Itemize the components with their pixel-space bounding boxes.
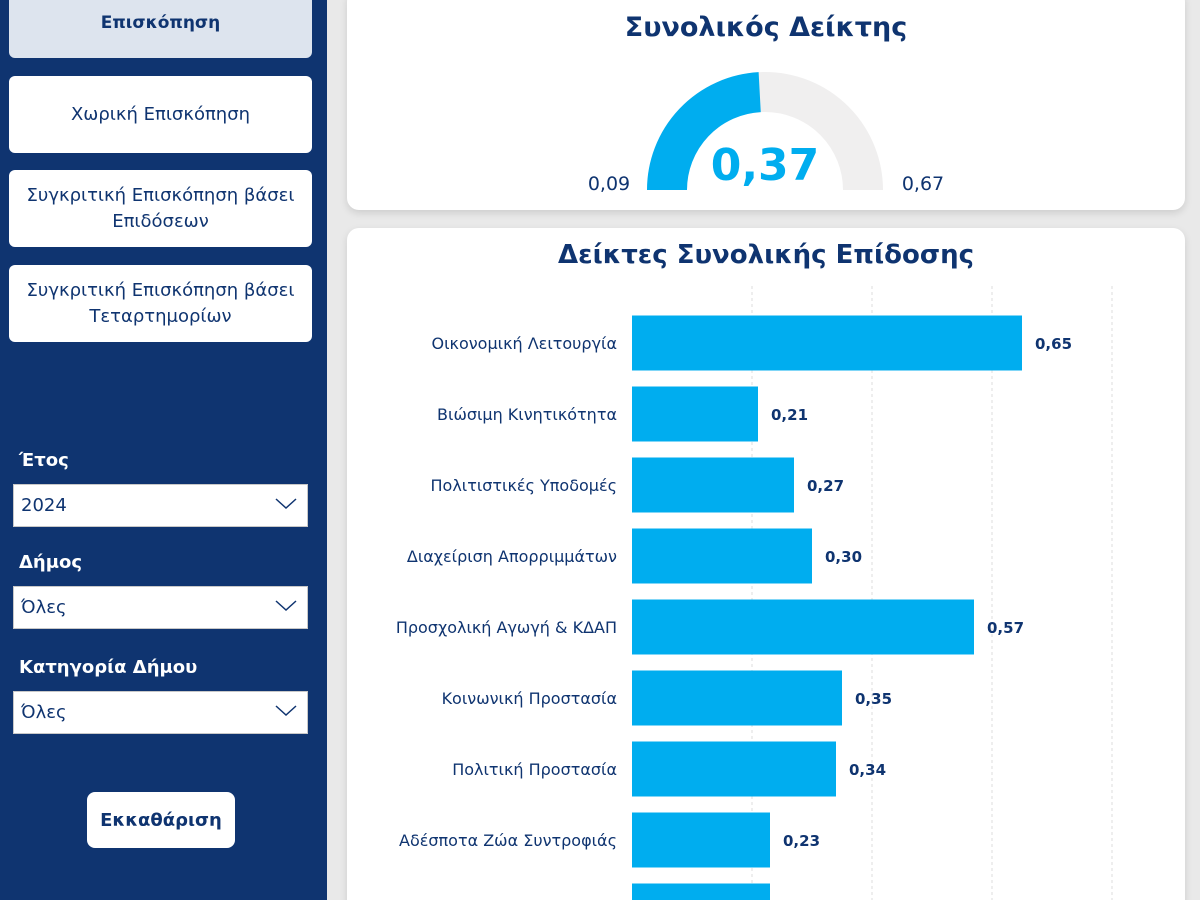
bar-value-label: 0,23 [783, 832, 820, 850]
nav-spatial-overview-button[interactable]: Χωρική Επισκόπηση [9, 76, 312, 153]
bar-value-label: 0,21 [771, 406, 808, 424]
bar[interactable] [632, 741, 836, 797]
bar-category-label: Οικονομική Λειτουργία [432, 334, 617, 353]
municipality-select[interactable]: Όλες [13, 586, 308, 629]
chevron-down-icon [275, 600, 297, 612]
bar-category-label: Διαχείριση Απορριμμάτων [407, 547, 617, 566]
year-filter-label: Έτος [19, 450, 69, 471]
bar-chart-title: Δείκτες Συνολικής Επίδοσης [558, 240, 974, 270]
gauge-title: Συνολικός Δείκτης [624, 12, 908, 43]
bar-value-label: 0,57 [987, 619, 1024, 637]
nav-spatial-overview-label: Χωρική Επισκόπηση [70, 103, 251, 125]
bar-value-label: 0,35 [855, 690, 892, 708]
chevron-down-icon [275, 498, 297, 510]
sidebar: Επισκόπηση Χωρική Επισκόπηση Συγκριτική … [0, 0, 327, 900]
year-select[interactable]: 2024 [13, 484, 308, 527]
nav-comparative-performance-button[interactable]: Συγκριτική Επισκόπηση βάσει Επιδόσεων [9, 170, 312, 247]
nav-overview-button[interactable]: Επισκόπηση [9, 0, 312, 58]
nav-comparative-performance-label: Συγκριτική Επισκόπηση βάσει Επιδόσεων [26, 184, 295, 232]
bar-category-label: Βιώσιμη Κινητικότητα [437, 405, 617, 424]
bar-value-label: 0,27 [807, 477, 844, 495]
category-select[interactable]: Όλες [13, 691, 308, 734]
gauge-fill [647, 72, 762, 191]
nav-comparative-quartiles-label: Συγκριτική Επισκόπηση βάσει Τεταρτημορίω… [26, 279, 295, 327]
clear-filters-label: Εκκαθάριση [100, 809, 222, 831]
bar-value-label: 0,65 [1035, 335, 1072, 353]
overall-index-gauge: 0,37 0,09 0,67 [588, 72, 944, 195]
bar[interactable] [632, 883, 770, 900]
bar-value-label: 0,34 [849, 761, 886, 779]
municipality-select-value: Όλες [21, 597, 67, 618]
nav-overview-label: Επισκόπηση [100, 13, 221, 33]
bar-category-label: Πολιτιστικές Υποδομές [431, 476, 617, 495]
bar[interactable] [632, 599, 974, 655]
bar[interactable] [632, 386, 758, 442]
chevron-down-icon [275, 705, 297, 717]
bar-category-label: Κοινωνική Προστασία [442, 689, 617, 708]
gauge-max-label: 0,67 [902, 173, 944, 195]
bar-category-label: Αδέσποτα Ζώα Συντροφιάς [399, 831, 617, 850]
performance-bar-chart: Οικονομική Λειτουργία 0,65 Βιώσιμη Κινητικ… [396, 286, 1113, 900]
bar-category-label: Προσχολική Αγωγή & ΚΔΑΠ [396, 618, 617, 637]
bar[interactable] [632, 457, 794, 513]
gauge-min-label: 0,09 [588, 173, 630, 195]
bar[interactable] [632, 315, 1022, 371]
bar[interactable] [632, 670, 842, 726]
nav-comparative-quartiles-button[interactable]: Συγκριτική Επισκόπηση βάσει Τεταρτημορίω… [9, 265, 312, 342]
category-select-value: Όλες [21, 702, 67, 723]
year-select-value: 2024 [21, 495, 67, 516]
category-filter-label: Κατηγορία Δήμου [19, 657, 198, 678]
clear-filters-button[interactable]: Εκκαθάριση [87, 792, 235, 848]
bar[interactable] [632, 528, 812, 584]
gauge-value: 0,37 [711, 140, 820, 191]
bar-value-label: 0,30 [825, 548, 862, 566]
performance-indices-card: Δείκτες Συνολικής Επίδοσης Οικονομική Λε… [347, 228, 1185, 900]
municipality-filter-label: Δήμος [19, 552, 83, 573]
bar-category-label: Πολιτική Προστασία [452, 760, 617, 779]
bar[interactable] [632, 812, 770, 868]
overall-index-card: Συνολικός Δείκτης 0,37 0,09 0,67 [347, 0, 1185, 210]
